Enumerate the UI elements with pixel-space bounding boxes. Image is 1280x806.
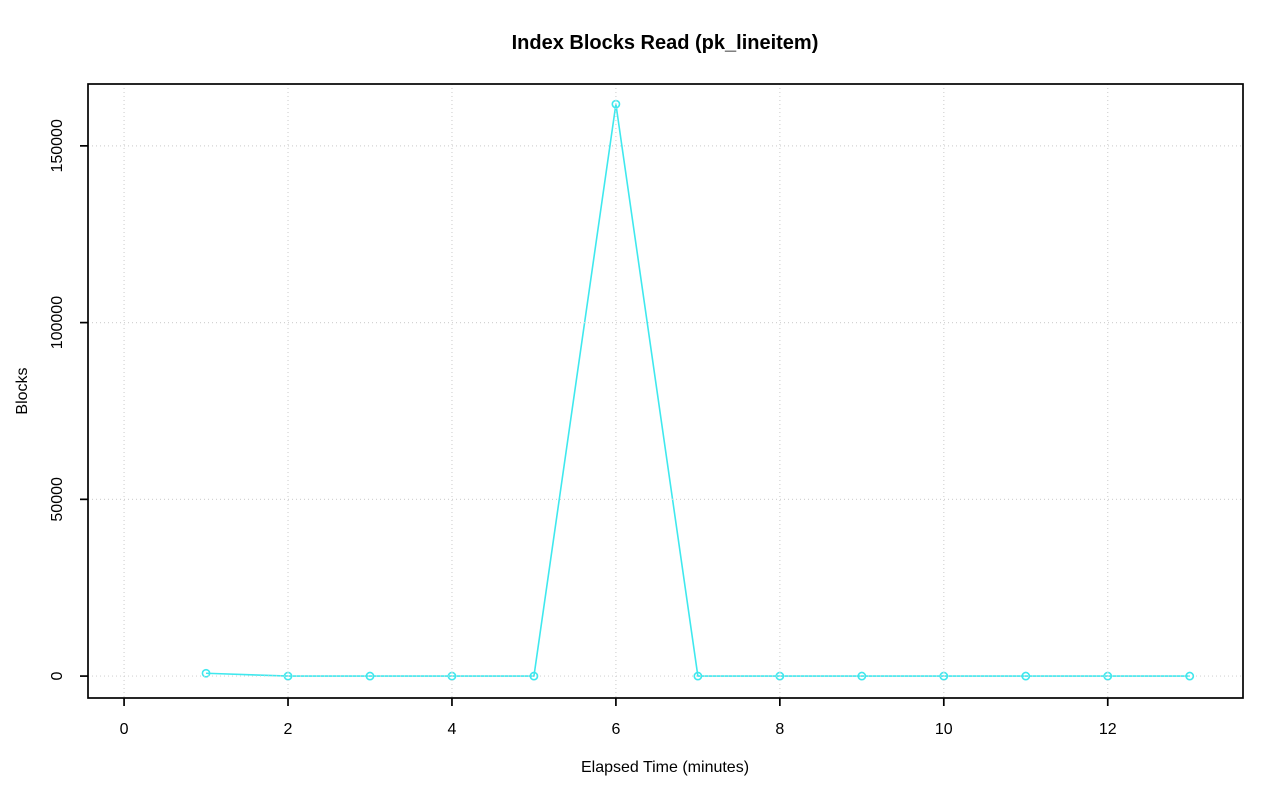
x-axis-title: Elapsed Time (minutes) [581, 759, 749, 776]
x-tick-label: 2 [284, 721, 293, 738]
data-point [529, 671, 539, 681]
x-tick-label: 12 [1099, 721, 1117, 738]
plot-border [87, 83, 1244, 699]
chart-title: Index Blocks Read (pk_lineitem) [512, 32, 819, 54]
data-point [1021, 671, 1031, 681]
series-line [206, 103, 1190, 677]
x-tick-label: 0 [120, 721, 129, 738]
y-tick-label: 50000 [49, 477, 66, 522]
data-point [201, 668, 211, 678]
y-axis-title: Blocks [14, 367, 31, 414]
data-point [365, 671, 375, 681]
y-tick-label: 0 [49, 672, 66, 681]
x-tick-label: 8 [775, 721, 784, 738]
tick-labels: 0 2 4 6 8 10 12 0 50000 100000 150000 [49, 119, 1117, 738]
x-tick-label: 6 [611, 721, 620, 738]
data-series [201, 99, 1195, 681]
x-tick-label: 10 [935, 721, 953, 738]
x-tick-label: 4 [448, 721, 457, 738]
y-tick-label: 150000 [49, 119, 66, 172]
data-point [857, 671, 867, 681]
data-point [1185, 671, 1195, 681]
axes [80, 83, 1244, 706]
data-point [693, 671, 703, 681]
y-tick-label: 100000 [49, 296, 66, 349]
gridlines [88, 84, 1243, 698]
